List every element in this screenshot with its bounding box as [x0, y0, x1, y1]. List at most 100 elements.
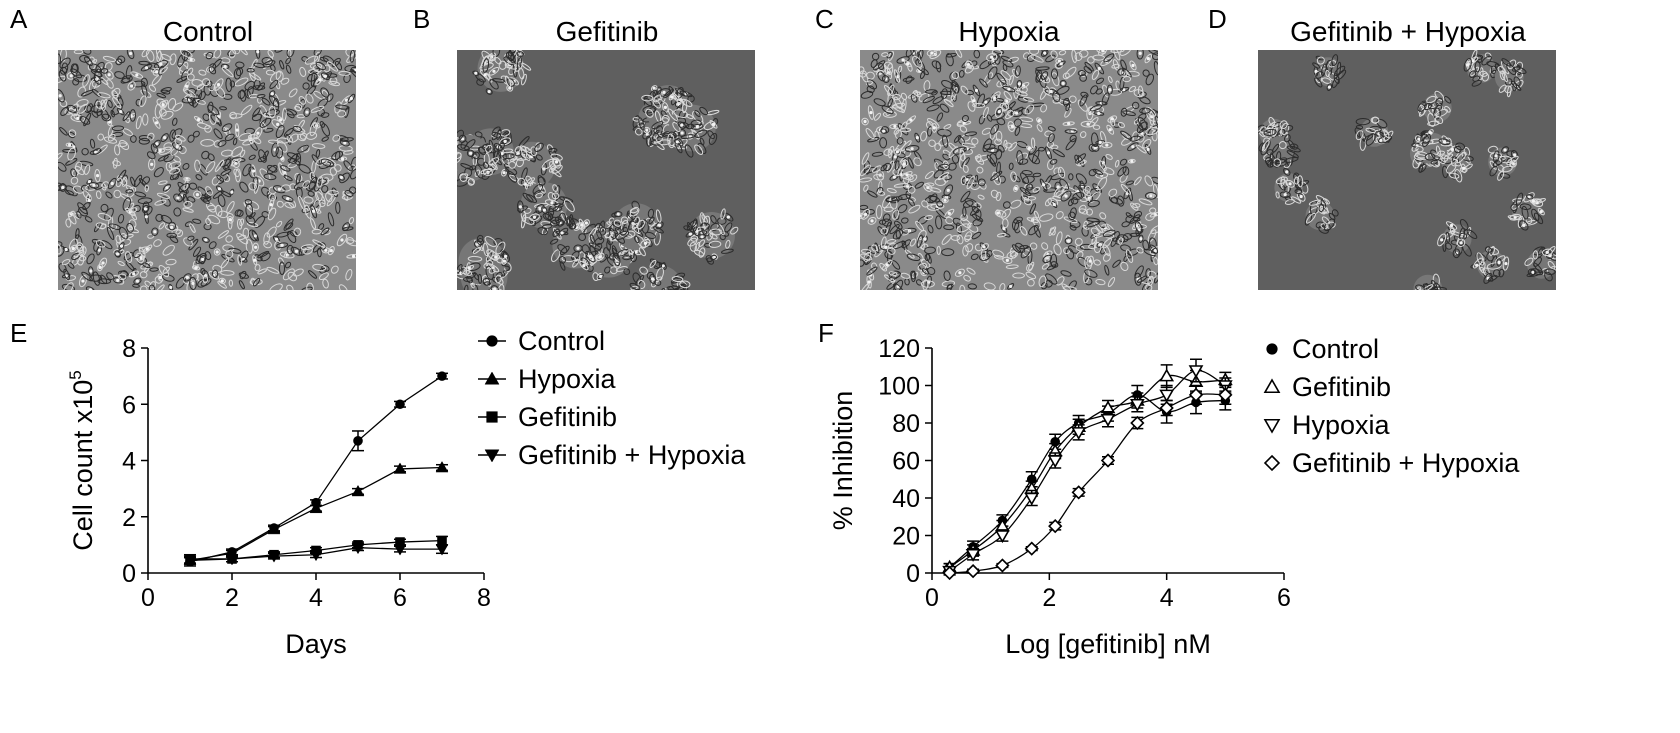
micrograph-title-gefitinib: Gefitinib [555, 16, 659, 47]
legend-marker [486, 411, 498, 423]
legend-marker [484, 371, 500, 385]
micrograph-hypoxia [860, 50, 1158, 290]
y-tick-label: 0 [906, 560, 920, 588]
x-tick-label: 8 [477, 584, 491, 612]
data-point [1100, 400, 1116, 414]
legend-marker [1263, 454, 1281, 472]
series-2 [942, 358, 1233, 579]
series-0 [943, 384, 1232, 573]
legend-item: Gefitinib [476, 398, 806, 436]
data-point [942, 565, 957, 581]
data-point [435, 461, 449, 473]
data-point [351, 542, 365, 555]
legend-marker-icon [1263, 418, 1281, 434]
x-tick-label: 0 [141, 584, 155, 612]
series-3 [942, 384, 1233, 581]
data-point [965, 563, 981, 579]
y-tick-label: 4 [122, 448, 136, 476]
x-axis-label: Days [285, 629, 347, 659]
legend-marker [486, 335, 498, 347]
panel-letter-d: D [1208, 4, 1227, 34]
data-point [995, 558, 1010, 573]
series-3 [183, 542, 449, 567]
micrograph-title-gefitinib-hypoxia: Gefitinib + Hypoxia [1290, 16, 1526, 47]
series-1 [942, 364, 1233, 573]
data-point [1024, 492, 1040, 506]
legend-marker-icon [478, 411, 506, 423]
x-tick-label: 0 [925, 584, 939, 612]
data-point [1100, 453, 1116, 468]
micrograph-gefitinib [457, 50, 755, 290]
data-point [267, 551, 281, 563]
legend-label: Control [518, 326, 606, 356]
data-point [435, 544, 449, 556]
data-point [393, 544, 407, 556]
data-point [1071, 485, 1086, 500]
legend-label: Gefitinib + Hypoxia [518, 440, 746, 470]
chart-e-svg: 0 2 4 6 8 0 2 4 6 8 Days Cell count x105 [66, 335, 491, 659]
data-point [1218, 387, 1233, 403]
legend-item: Gefitinib + Hypoxia [1262, 444, 1572, 482]
data-point [437, 371, 447, 381]
legend-item: Hypoxia [476, 360, 806, 398]
y-axis-label: % Inhibition [828, 391, 858, 531]
legend-marker [1263, 378, 1281, 394]
legend-marker-icon [478, 449, 506, 463]
y-tick-label: 80 [892, 410, 920, 438]
data-point [437, 535, 447, 546]
x-tick-label: 4 [1160, 584, 1174, 612]
x-tick-label: 6 [393, 584, 407, 612]
data-point [1129, 398, 1145, 412]
legend-marker-icon [1263, 378, 1281, 394]
data-point [351, 484, 365, 497]
legend-item: Gefitinib + Hypoxia [476, 436, 806, 474]
panel-letter-c: C [815, 4, 834, 34]
y-tick-label: 0 [122, 560, 136, 588]
data-point [395, 537, 405, 547]
data-point [1100, 413, 1116, 427]
legend-item: Gefitinib [1262, 368, 1572, 406]
micrograph-title-control: Control [162, 16, 254, 47]
data-point [1130, 415, 1145, 431]
panel-letter-b: B [413, 4, 431, 34]
data-point [393, 462, 407, 474]
micrograph-gefitinib-hypoxia [1258, 50, 1556, 290]
legend-marker-icon [478, 371, 506, 385]
y-tick-label: 120 [878, 335, 920, 363]
x-tick-label: 4 [309, 584, 323, 612]
legend-marker [484, 449, 500, 463]
legend-label: Control [1292, 334, 1380, 364]
legend-marker-icon [478, 335, 506, 347]
legend-marker-icon [1263, 454, 1281, 472]
data-point [1047, 455, 1063, 469]
y-tick-label: 2 [122, 504, 136, 532]
micrograph-title-hypoxia: Hypoxia [958, 16, 1060, 47]
data-point [1024, 541, 1039, 556]
data-point [309, 501, 323, 514]
data-point [1071, 427, 1087, 440]
y-tick-label: 20 [892, 523, 920, 551]
y-tick-label: 100 [878, 373, 920, 401]
data-point [353, 436, 363, 446]
data-point [1159, 400, 1174, 416]
data-point [267, 522, 281, 535]
axes: 0 2 4 6 8 0 2 4 6 8 [122, 335, 491, 612]
legend-marker [1263, 418, 1281, 434]
data-point [395, 399, 405, 410]
data-point [309, 549, 323, 562]
legend-item: Control [476, 322, 806, 360]
data-point [1159, 389, 1175, 403]
data-point [965, 548, 981, 562]
data-point [1159, 368, 1175, 382]
chart-f: 0 2 4 6 0 20 40 60 80 100 120 Log [gefitinib] nM% I… [820, 300, 1300, 720]
y-tick-label: 8 [122, 335, 136, 363]
y-tick-label: 40 [892, 485, 920, 513]
micrograph-control [58, 50, 356, 290]
data-point [1188, 387, 1204, 403]
panel-letter-a: A [10, 4, 28, 34]
x-axis-label: Log [gefitinib] nM [1005, 629, 1211, 659]
legend-label: Hypoxia [518, 364, 616, 394]
legend-item: Hypoxia [1262, 406, 1572, 444]
